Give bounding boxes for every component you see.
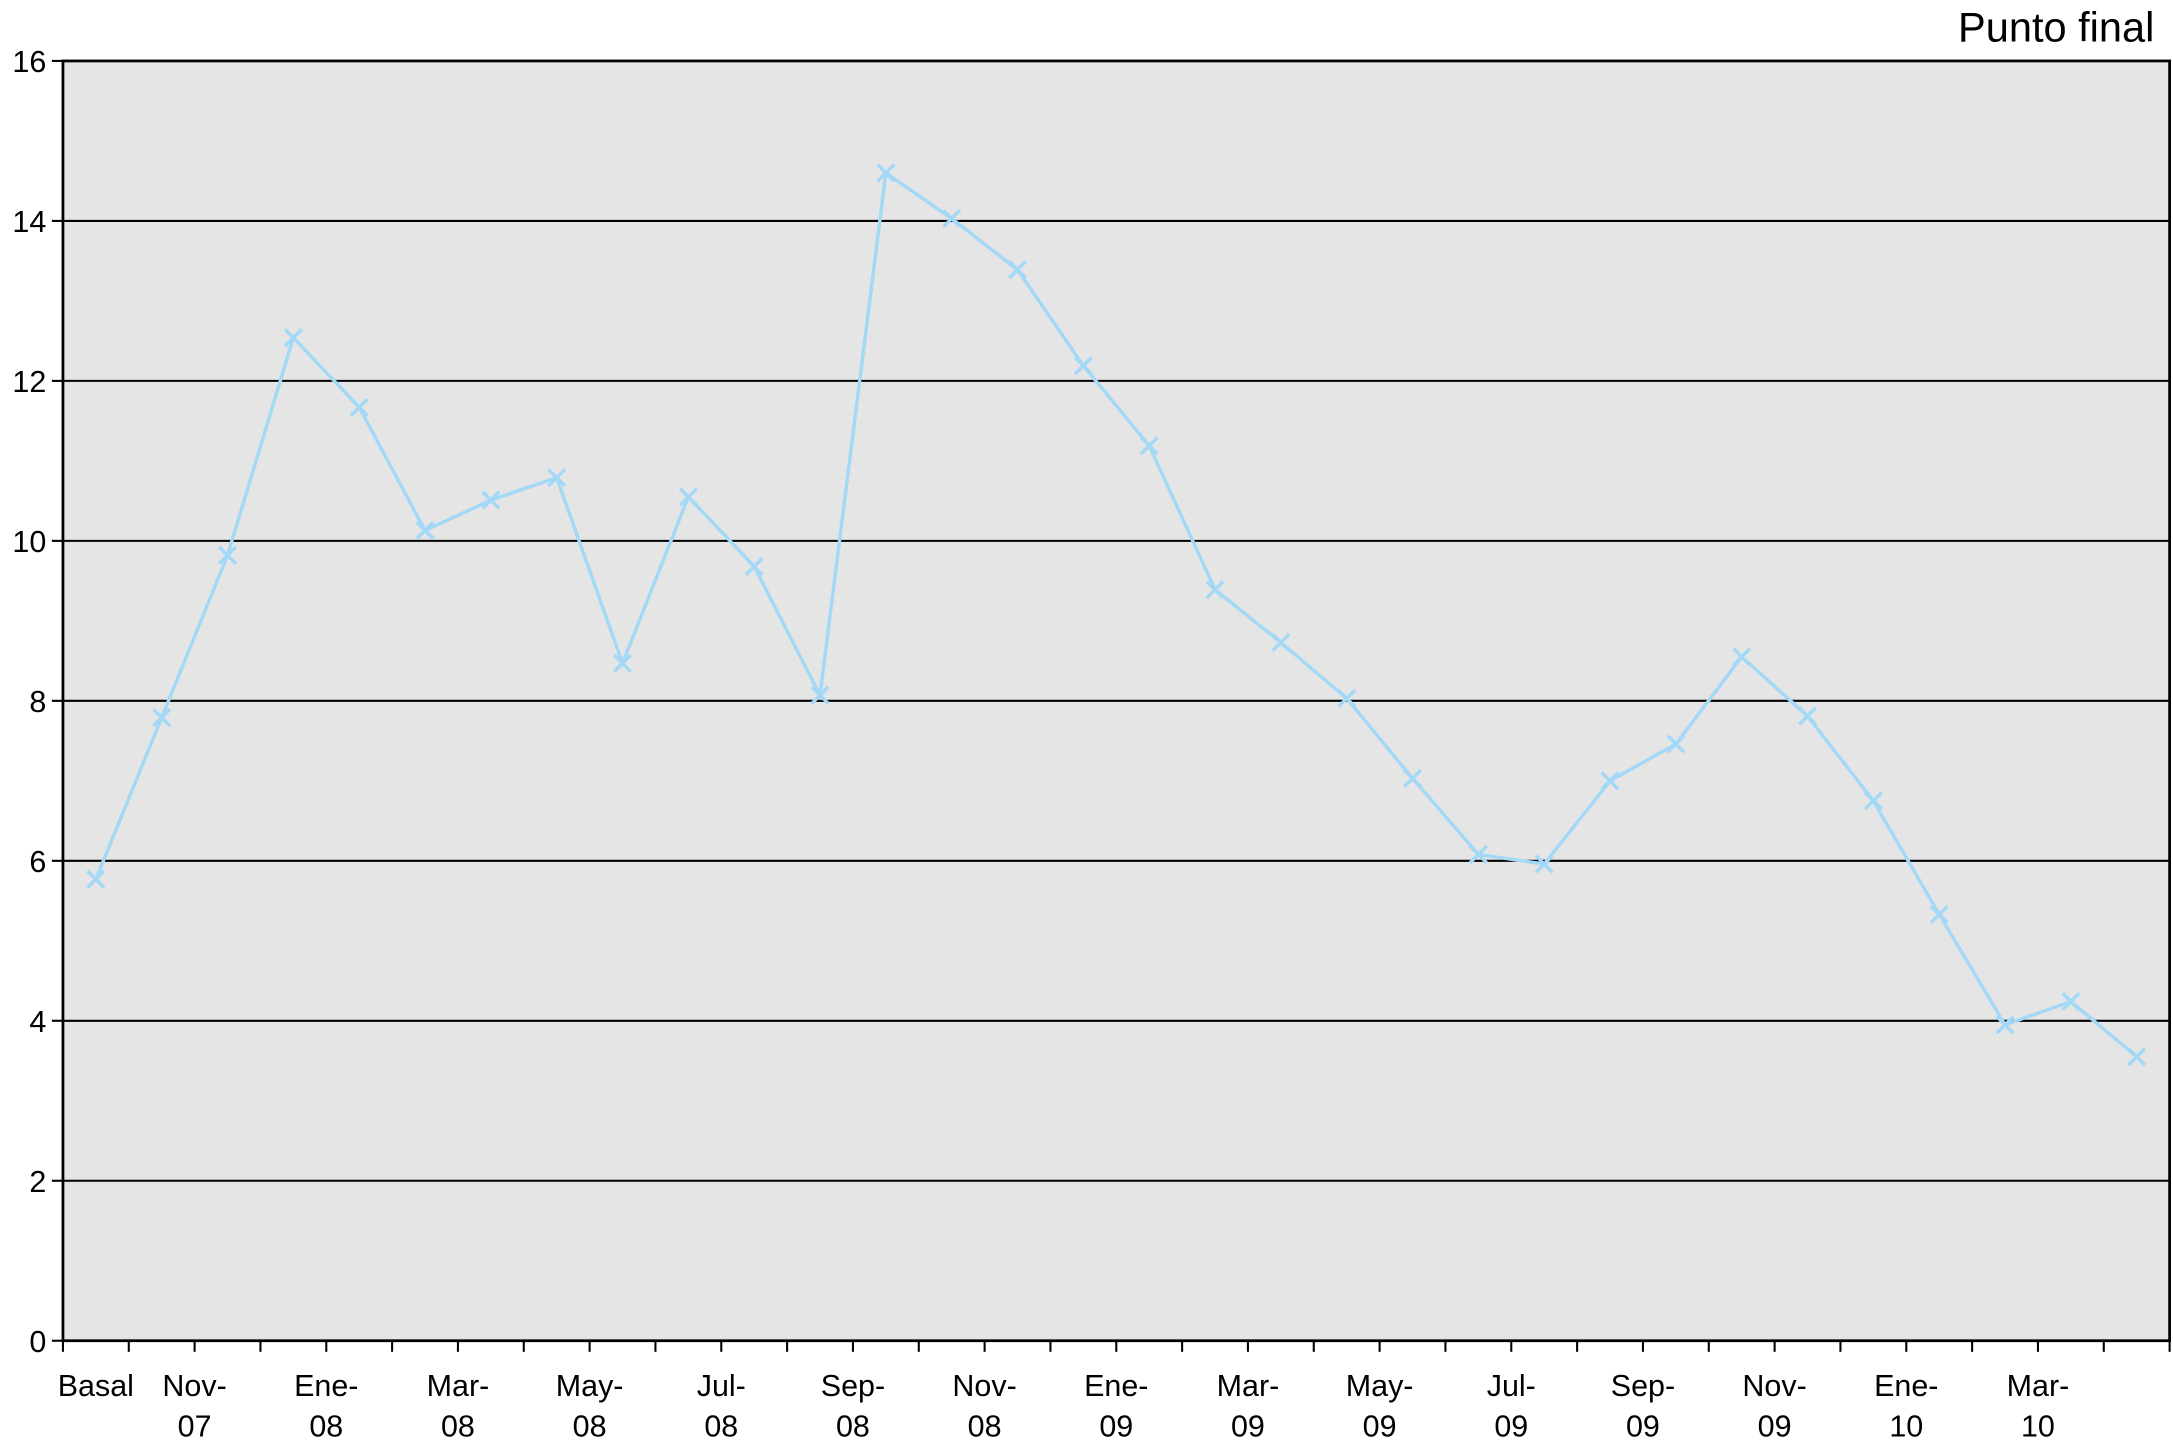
data-point bbox=[1139, 436, 1159, 456]
data-point bbox=[876, 163, 896, 183]
data-point bbox=[1534, 854, 1554, 874]
y-tick-label: 16 bbox=[12, 45, 46, 79]
x-tick-label: Mar-09 bbox=[1217, 1369, 1280, 1443]
x-tick-label: Jul-08 bbox=[697, 1369, 746, 1443]
x-tick-label: Jul-09 bbox=[1487, 1369, 1536, 1443]
y-tick-label: 6 bbox=[29, 845, 46, 879]
x-tick-label: Nov-08 bbox=[952, 1369, 1016, 1443]
data-point bbox=[612, 653, 633, 673]
data-point bbox=[1205, 580, 1225, 600]
data-point bbox=[1666, 734, 1686, 754]
data-point bbox=[810, 685, 830, 705]
y-tick-label: 14 bbox=[12, 205, 46, 239]
data-point bbox=[1271, 632, 1291, 652]
data-point bbox=[1468, 844, 1488, 864]
y-tick-label: 10 bbox=[12, 525, 46, 559]
x-tick-label: Mar-08 bbox=[427, 1369, 490, 1443]
x-tick-label: May-08 bbox=[556, 1369, 624, 1443]
x-tick-label: Sep-09 bbox=[1611, 1369, 1675, 1443]
x-tick-label: Ene-09 bbox=[1084, 1369, 1148, 1443]
data-point bbox=[1337, 688, 1357, 708]
x-tick-label: Ene-08 bbox=[294, 1369, 358, 1443]
y-tick-label: 12 bbox=[12, 365, 46, 399]
data-point bbox=[678, 487, 698, 507]
y-tick-label: 4 bbox=[29, 1005, 46, 1039]
data-point bbox=[1007, 260, 1028, 280]
data-point bbox=[86, 869, 106, 889]
y-tick-label: 0 bbox=[29, 1325, 46, 1359]
chart-title: Punto final bbox=[1958, 4, 2154, 51]
data-point bbox=[283, 328, 303, 348]
data-point bbox=[415, 520, 435, 541]
data-point bbox=[744, 556, 764, 576]
data-point bbox=[481, 490, 501, 510]
x-tick-label: Ene-10 bbox=[1874, 1369, 1938, 1443]
data-point bbox=[152, 708, 172, 728]
data-point bbox=[1402, 768, 1423, 788]
x-tick-label: Nov-07 bbox=[162, 1369, 226, 1443]
x-tick-label: Nov-09 bbox=[1742, 1369, 1806, 1443]
data-point bbox=[1863, 791, 1883, 811]
data-point bbox=[547, 468, 567, 488]
data-point bbox=[2061, 992, 2081, 1012]
x-tick-label: Mar-10 bbox=[2007, 1369, 2070, 1443]
x-tick-label: Basal bbox=[58, 1369, 134, 1403]
y-tick-label: 8 bbox=[29, 685, 46, 719]
data-point bbox=[1797, 706, 1818, 726]
data-point bbox=[1995, 1015, 2015, 1035]
series-line bbox=[94, 169, 2138, 1059]
data-point bbox=[1073, 356, 1093, 376]
data-point bbox=[217, 545, 238, 565]
data-point bbox=[942, 208, 962, 229]
data-point bbox=[2127, 1047, 2147, 1067]
y-tick-label: 2 bbox=[29, 1165, 46, 1199]
x-tick-label: Sep-08 bbox=[821, 1369, 885, 1443]
data-point bbox=[1929, 904, 1949, 924]
x-tick-label: May-09 bbox=[1346, 1369, 1414, 1443]
data-point bbox=[1600, 771, 1620, 791]
data-point bbox=[1732, 647, 1752, 667]
data-point bbox=[349, 397, 369, 417]
